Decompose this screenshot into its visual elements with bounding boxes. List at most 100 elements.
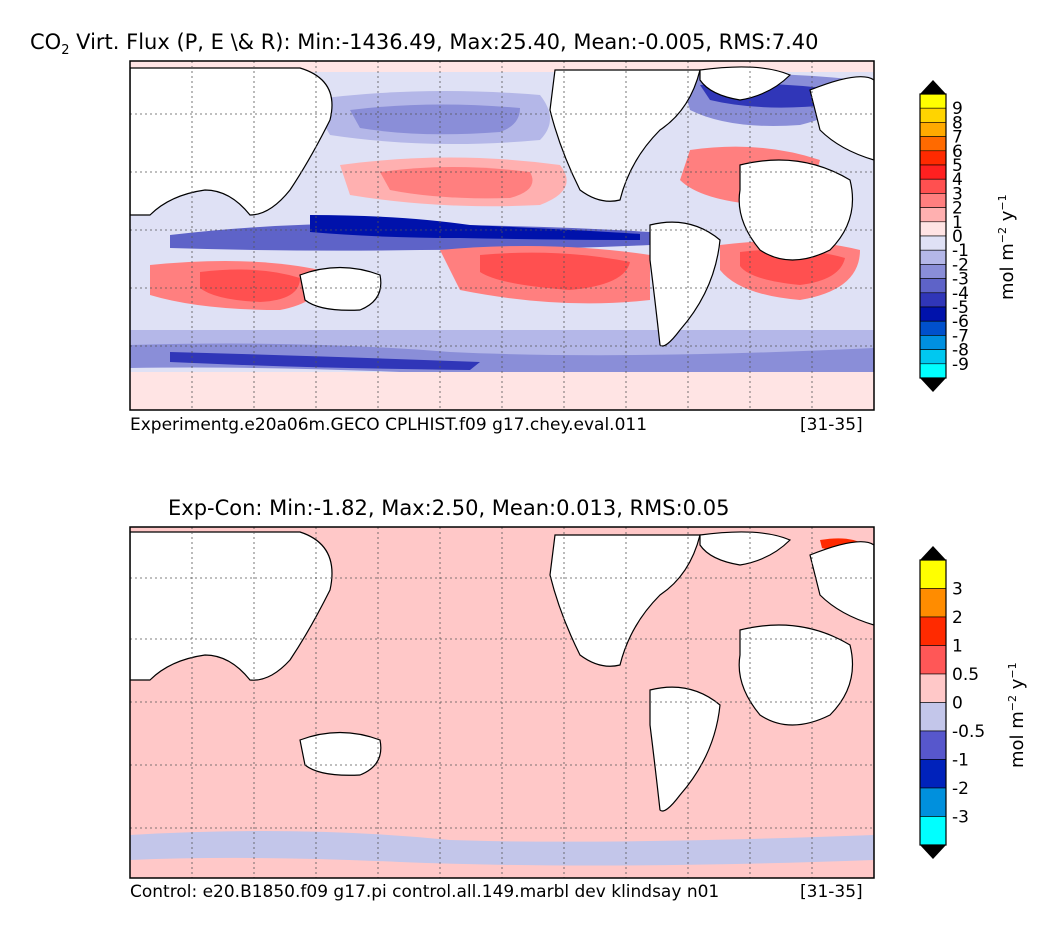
bottom-footer-right: [31-35] <box>800 882 863 902</box>
top-cb-tick-label: -4 <box>952 284 969 304</box>
bottom-cb-swatch <box>919 730 947 760</box>
top-cb-tick-label: -6 <box>952 312 969 332</box>
top-continents <box>130 66 874 347</box>
bottom-cb-tick-label: -3 <box>952 808 969 828</box>
bottom-cb-label-a: mol m <box>1007 711 1028 768</box>
bottom-cb-tick-label: 2 <box>952 608 963 628</box>
top-cb-arrow-top <box>920 80 946 94</box>
bottom-cb-swatch <box>919 559 947 589</box>
top-cb-swatch <box>919 335 947 350</box>
top-map <box>130 61 874 410</box>
top-cb-tick-label: -7 <box>952 326 969 346</box>
top-eq-blue-2 <box>310 215 640 240</box>
top-asia <box>130 67 333 216</box>
top-indian-red-2 <box>200 269 300 302</box>
bottom-cb-swatch <box>919 645 947 675</box>
top-cb-swatch <box>919 221 947 237</box>
bottom-map <box>130 527 874 878</box>
top-cb-swatch <box>919 249 947 265</box>
bottom-cb-tick-label: -0.5 <box>952 722 985 742</box>
top-cb-tick-label: 2 <box>952 199 963 219</box>
top-cb-label-exp2: −1 <box>996 194 1009 211</box>
top-cb-label-b: y <box>997 210 1018 227</box>
bottom-cb-swatch <box>919 787 947 817</box>
bottom-europe <box>809 541 874 626</box>
top-cb-tick-label: 5 <box>952 156 963 176</box>
top-cb-swatch <box>919 150 947 166</box>
bottom-south-america <box>649 686 721 812</box>
top-africa <box>738 159 854 261</box>
top-title-text: Virt. Flux (P, E \& R): Min:-1436.49, Ma… <box>69 30 819 54</box>
bottom-north-america <box>549 534 701 667</box>
top-cb-tick-label: 4 <box>952 170 963 190</box>
top-cb-tick-label: 6 <box>952 142 963 162</box>
bottom-chart-title: Exp-Con: Min:-1.82, Max:2.50, Mean:0.013… <box>168 496 730 520</box>
bottom-africa <box>738 624 854 726</box>
top-cb-tick-label: 9 <box>952 99 963 119</box>
top-cb-tick-label: -2 <box>952 255 969 275</box>
top-cb-tick-label: 3 <box>952 184 963 204</box>
bottom-cb-swatch <box>919 616 947 646</box>
top-cb-swatch <box>919 93 947 109</box>
top-cb-tick-label: -3 <box>952 270 969 290</box>
top-cb-label-exp1: −2 <box>996 226 1009 244</box>
bottom-cb-swatch <box>919 816 947 846</box>
bottom-cb-swatch <box>919 759 947 789</box>
bottom-cb-label-exp2: −1 <box>1006 662 1019 679</box>
bottom-colorbar-label: mol m−2 y−1 <box>1006 662 1028 768</box>
bottom-cb-frame <box>919 559 947 846</box>
top-cb-swatch <box>919 264 947 279</box>
top-colorbar-label: mol m−2 y−1 <box>996 194 1018 300</box>
top-chart-title: CO2 Virt. Flux (P, E \& R): Min:-1436.49… <box>30 30 819 58</box>
top-cb-tick-label: -5 <box>952 298 969 318</box>
top-cb-swatch <box>919 136 947 152</box>
top-cb-swatch <box>919 235 947 251</box>
bottom-cb-swatch <box>919 588 947 618</box>
top-north-america <box>549 69 701 202</box>
bottom-cb-tick-label: 1 <box>952 637 963 657</box>
top-footer-right: [31-35] <box>800 415 863 435</box>
top-cb-tick-label: 8 <box>952 113 963 133</box>
bottom-cb-label-exp1: −2 <box>1006 694 1019 712</box>
top-cb-swatch <box>919 207 947 223</box>
bottom-colorbar: 3 2 1 0.5 0 -0.5 -1 -2 -3 <box>919 546 985 859</box>
top-cb-tick-label: 0 <box>952 227 963 247</box>
top-cb-swatch <box>919 122 947 137</box>
bottom-cb-swatch <box>919 673 947 703</box>
bottom-footer-left: Control: e20.B1850.f09 g17.pi control.al… <box>130 882 720 902</box>
top-cb-tick-label: 7 <box>952 128 963 148</box>
top-cb-swatch <box>919 292 947 308</box>
top-cb-swatch <box>919 178 947 194</box>
top-band-south-3 <box>170 352 480 370</box>
bottom-continents <box>130 531 874 812</box>
top-cb-swatch <box>919 349 947 365</box>
bottom-cb-tick-label: 0.5 <box>952 665 979 685</box>
top-title-sub: 2 <box>61 43 70 59</box>
top-cb-swatch <box>919 306 947 322</box>
top-npac-blue-2 <box>350 104 520 135</box>
bottom-asia <box>130 531 333 681</box>
bottom-australia <box>299 731 382 776</box>
bottom-cb-arrow-top <box>920 546 946 560</box>
top-npac-red-2 <box>380 167 533 199</box>
bottom-cb-tick-label: -2 <box>952 779 969 799</box>
top-cb-arrow-bottom <box>920 378 946 392</box>
top-south-america <box>649 221 721 347</box>
top-cb-swatch <box>919 107 947 123</box>
top-grid <box>130 61 874 410</box>
top-greenland <box>699 66 792 101</box>
top-cb-swatch <box>919 278 947 294</box>
top-australia <box>299 266 382 311</box>
bottom-cb-label-b: y <box>1007 678 1028 695</box>
bottom-cb-tick-label: 0 <box>952 694 963 714</box>
top-cb-tick-label: 1 <box>952 213 963 233</box>
top-title-co: CO <box>30 30 62 54</box>
bottom-greenland <box>699 531 792 566</box>
top-satl-red-2 <box>740 249 845 285</box>
top-cb-swatch <box>919 363 947 379</box>
top-cb-label-a: mol m <box>997 243 1018 300</box>
top-cb-frame <box>919 93 947 379</box>
top-cb-tick-label: -1 <box>952 241 969 261</box>
